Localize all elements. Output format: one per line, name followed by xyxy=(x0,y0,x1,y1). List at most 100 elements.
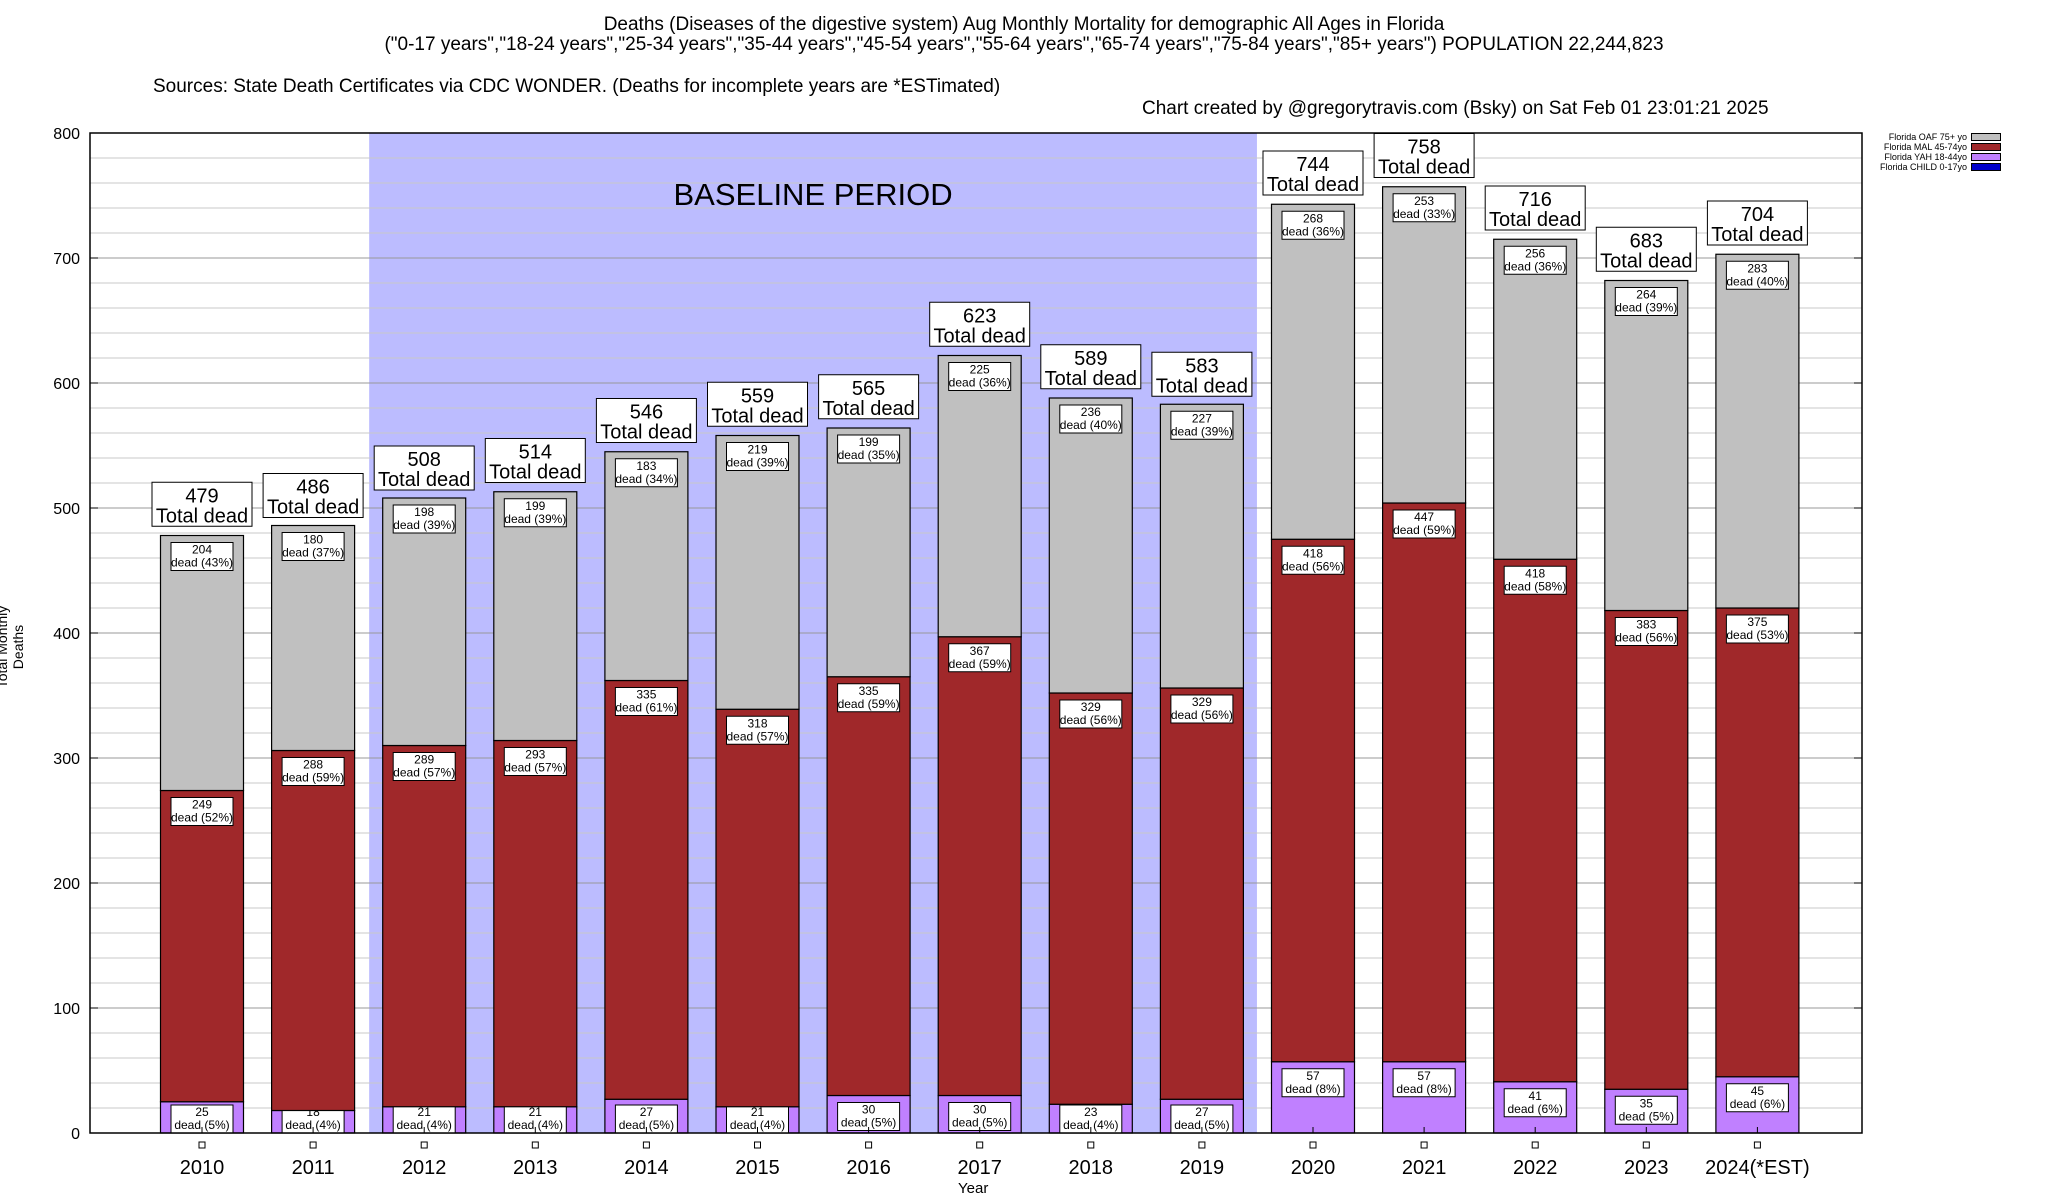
bar-segment xyxy=(937,354,1022,638)
data-label-text: 45 xyxy=(1751,1084,1765,1098)
data-label-box xyxy=(1392,1068,1456,1098)
total-label-box xyxy=(373,445,475,491)
data-label-text: dead (4%) xyxy=(285,1118,340,1132)
data-label-text: 283 xyxy=(1747,261,1767,275)
data-label-text: 256 xyxy=(1525,246,1545,260)
bar-segment xyxy=(1493,238,1578,560)
bar-segment xyxy=(271,524,356,752)
data-label-box xyxy=(1503,245,1567,275)
total-label-suffix: Total dead xyxy=(156,505,248,527)
bar-segment xyxy=(1270,538,1356,1063)
plot-frame xyxy=(89,132,1863,1134)
data-label-text: 30 xyxy=(862,1103,876,1117)
data-label-box xyxy=(1503,565,1567,595)
x-tick-label: 2015 xyxy=(735,1157,780,1179)
data-label-text: dead (56%) xyxy=(1171,708,1233,722)
x-tick-label: 2010 xyxy=(180,1157,225,1179)
x-marker xyxy=(754,1141,761,1149)
legend-label: Florida CHILD 0-17yo xyxy=(1880,162,1968,172)
y-tick-label: 0 xyxy=(71,1126,80,1143)
data-label-text: dead (39%) xyxy=(504,512,566,526)
data-label-text: 57 xyxy=(1306,1069,1320,1083)
data-label-text: dead (40%) xyxy=(1060,418,1122,432)
data-label-text: dead (59%) xyxy=(282,771,344,785)
total-label-value: 559 xyxy=(741,385,774,407)
total-label-box xyxy=(1262,150,1364,196)
x-marker xyxy=(976,1141,984,1149)
total-label-box xyxy=(1040,344,1142,390)
legend-swatch xyxy=(1971,153,2002,161)
data-label-text: 25 xyxy=(195,1105,209,1119)
bar-segment xyxy=(1381,186,1467,504)
legend-swatch xyxy=(1971,143,2002,151)
data-label-text: dead (6%) xyxy=(1730,1097,1785,1111)
y-tick-label: 300 xyxy=(53,751,80,768)
data-label-text: dead (59%) xyxy=(1393,523,1455,537)
data-label-text: dead (43%) xyxy=(171,556,233,570)
bar-segment xyxy=(1493,558,1578,1083)
legend-item: Florida MAL 45-74yo xyxy=(1880,142,2002,152)
data-label-text: 30 xyxy=(973,1103,987,1117)
x-tick-label: 2023 xyxy=(1624,1157,1669,1179)
data-label-box xyxy=(1170,694,1234,724)
data-label-text: 219 xyxy=(747,443,767,457)
data-label-text: dead (4%) xyxy=(730,1118,785,1132)
data-label-box xyxy=(503,498,567,528)
total-label-value: 583 xyxy=(1185,355,1218,377)
data-label-text: dead (5%) xyxy=(841,1116,896,1130)
data-label-text: dead (40%) xyxy=(1726,274,1788,288)
data-label-box xyxy=(1392,193,1456,223)
data-label-text: 253 xyxy=(1414,194,1434,208)
total-label-suffix: Total dead xyxy=(711,405,803,427)
y-tick-label: 500 xyxy=(53,501,80,518)
bar-segment xyxy=(1159,687,1245,1100)
legend-swatch xyxy=(1971,163,2002,171)
total-label-suffix: Total dead xyxy=(822,398,914,420)
data-label-text: 447 xyxy=(1414,510,1434,524)
data-label-text: dead (36%) xyxy=(1282,224,1344,238)
data-label-text: dead (56%) xyxy=(1615,631,1677,645)
data-label-text: dead (57%) xyxy=(393,766,455,780)
data-label-text: dead (57%) xyxy=(726,729,788,743)
data-label-text: dead (53%) xyxy=(1726,628,1788,642)
bar-segment xyxy=(937,636,1022,1097)
bar-segment xyxy=(715,708,800,1108)
x-tick-label: 2022 xyxy=(1513,1157,1558,1179)
bar-segment xyxy=(1715,607,1800,1078)
y-tick-label: 800 xyxy=(53,126,80,143)
data-label-text: dead (36%) xyxy=(1504,259,1566,273)
baseline-label: BASELINE PERIOD xyxy=(674,177,953,212)
bar-segment xyxy=(1715,253,1800,609)
data-label-box xyxy=(948,643,1012,673)
total-label-suffix: Total dead xyxy=(934,325,1026,347)
data-label-text: 41 xyxy=(1529,1089,1543,1103)
data-label-text: 199 xyxy=(859,435,879,449)
data-label-box xyxy=(1170,410,1234,440)
total-label-value: 704 xyxy=(1741,204,1774,226)
data-label-text: dead (5%) xyxy=(174,1118,229,1132)
x-marker xyxy=(865,1141,873,1149)
data-label-text: dead (59%) xyxy=(949,657,1011,671)
data-label-text: dead (8%) xyxy=(1285,1082,1340,1096)
y-tick-label: 700 xyxy=(53,251,80,268)
